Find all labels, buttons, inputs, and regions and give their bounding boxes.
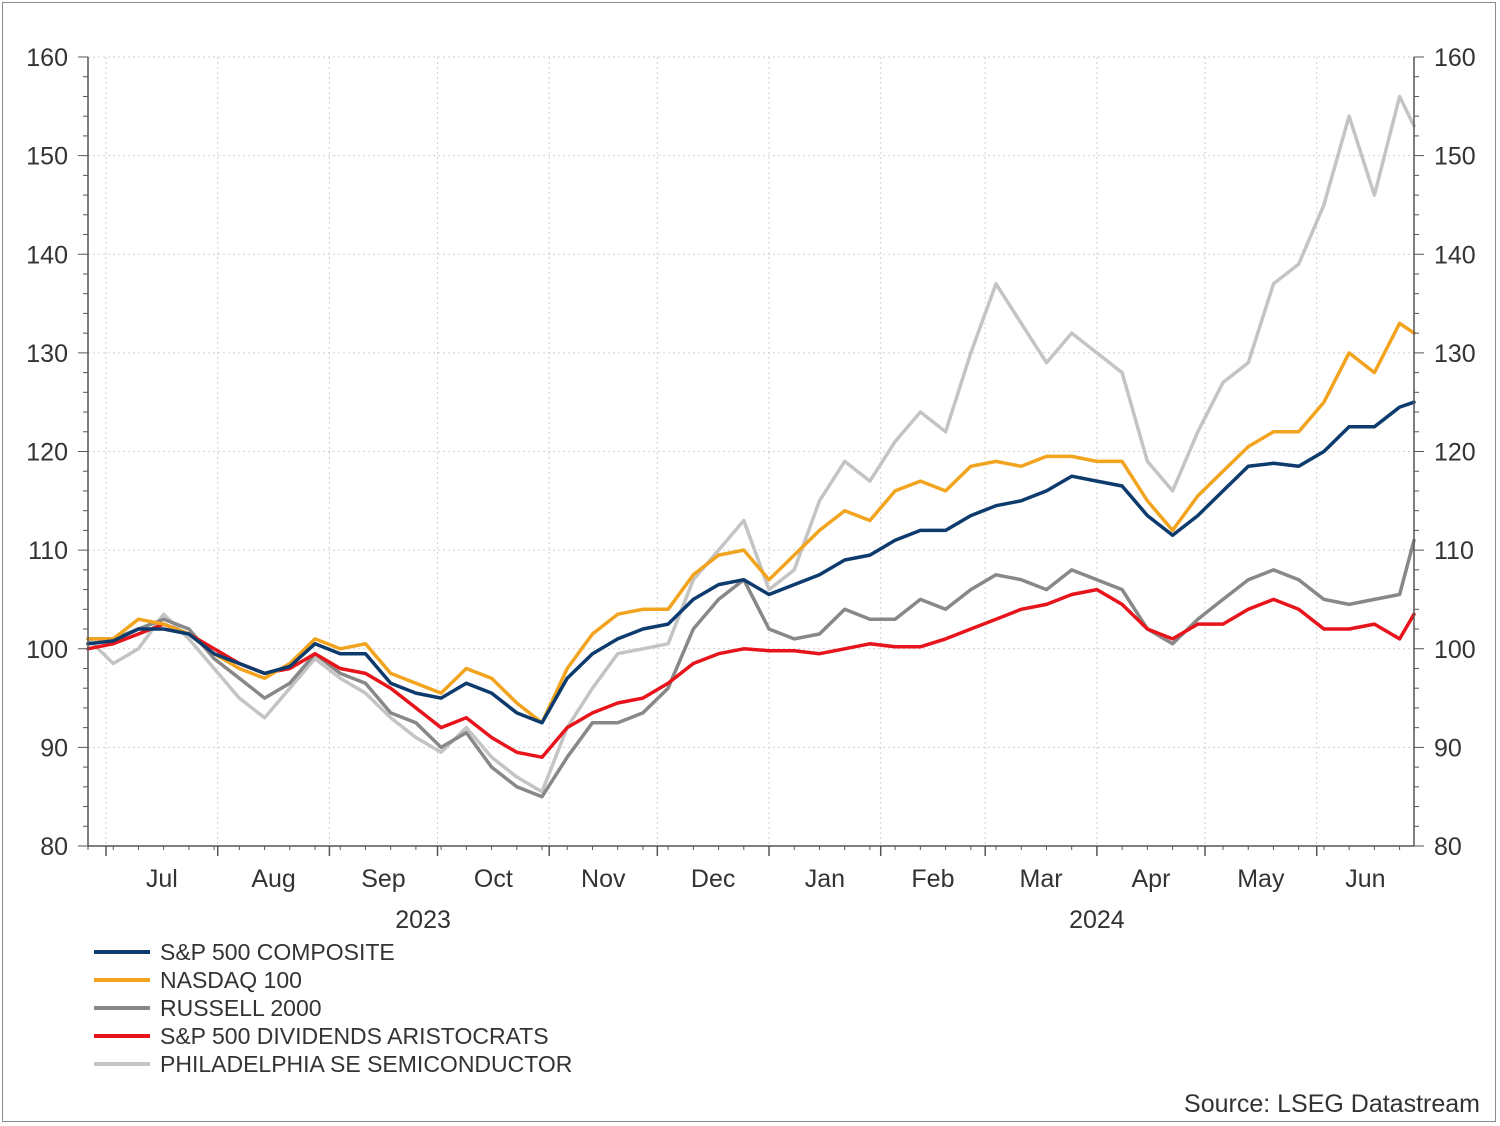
left-y-tick-label: 160	[26, 44, 68, 72]
left-y-tick-label: 150	[26, 143, 68, 171]
right-y-tick-label: 160	[1434, 44, 1476, 72]
x-tick-label: Sep	[361, 865, 405, 893]
series-line-philadelphia-se-semiconductor	[86, 94, 1416, 794]
x-tick-label: Jul	[146, 865, 178, 893]
series-line-russell-2000	[86, 538, 1416, 799]
right-y-tick-label: 110	[1434, 537, 1474, 565]
grid	[88, 56, 1414, 846]
left-y-tick-label: 120	[26, 439, 68, 467]
legend-item: S&P 500 DIVIDENDS ARISTOCRATS	[94, 1022, 572, 1050]
legend: S&P 500 COMPOSITE NASDAQ 100 RUSSELL 2000 S…	[94, 938, 572, 1078]
left-y-tick-label: 80	[40, 833, 68, 861]
right-y-tick-label: 130	[1434, 340, 1476, 368]
series-line-s-p-500-composite	[86, 400, 1416, 725]
legend-swatch	[94, 978, 150, 982]
right-y-tick-label: 100	[1434, 636, 1476, 664]
x-tick-label: Oct	[474, 865, 513, 893]
left-y-tick-label: 100	[26, 636, 68, 664]
right-y-tick-label: 90	[1434, 734, 1462, 762]
series-line-s-p-500-dividends-aristocrats	[86, 587, 1416, 759]
tick-labels: 80 80 90 90 100 100 110 110 120 120 130 130 140 140 15…	[26, 44, 1475, 934]
source-note: Source: LSEG Datastream	[1184, 1090, 1480, 1118]
axes	[78, 56, 1424, 856]
legend-swatch	[94, 1062, 150, 1066]
x-tick-label: Feb	[911, 865, 954, 893]
series-lines	[86, 94, 1416, 799]
legend-label: S&P 500 DIVIDENDS ARISTOCRATS	[160, 1022, 549, 1049]
x-tick-label: Apr	[1132, 865, 1171, 893]
right-y-tick-label: 150	[1434, 143, 1476, 171]
right-y-tick-label: 80	[1434, 833, 1462, 861]
legend-swatch	[94, 1006, 150, 1010]
legend-item: PHILADELPHIA SE SEMICONDUCTOR	[94, 1050, 572, 1078]
legend-label: RUSSELL 2000	[160, 994, 322, 1021]
x-tick-label: May	[1237, 865, 1285, 893]
x-tick-label: Jan	[805, 865, 845, 893]
right-y-tick-label: 120	[1434, 439, 1476, 467]
legend-item: NASDAQ 100	[94, 966, 572, 994]
x-tick-label: Mar	[1020, 865, 1063, 893]
x-tick-label: Aug	[251, 865, 295, 893]
series-line-nasdaq-100	[86, 321, 1416, 725]
legend-label: PHILADELPHIA SE SEMICONDUCTOR	[160, 1050, 573, 1077]
x-tick-label: Jun	[1345, 865, 1385, 893]
year-label: 2023	[395, 906, 451, 934]
left-y-tick-label: 140	[26, 241, 68, 269]
legend-swatch	[94, 1034, 150, 1038]
right-y-tick-label: 140	[1434, 241, 1476, 269]
left-y-tick-label: 130	[26, 340, 68, 368]
left-y-tick-label: 110	[28, 537, 68, 565]
x-tick-label: Dec	[691, 865, 735, 893]
legend-label: NASDAQ 100	[160, 966, 302, 993]
legend-item: S&P 500 COMPOSITE	[94, 938, 572, 966]
legend-swatch	[94, 950, 150, 954]
left-y-tick-label: 90	[40, 734, 68, 762]
year-label: 2024	[1069, 906, 1125, 934]
legend-item: RUSSELL 2000	[94, 994, 572, 1022]
legend-label: S&P 500 COMPOSITE	[160, 938, 395, 965]
x-tick-label: Nov	[581, 865, 626, 893]
